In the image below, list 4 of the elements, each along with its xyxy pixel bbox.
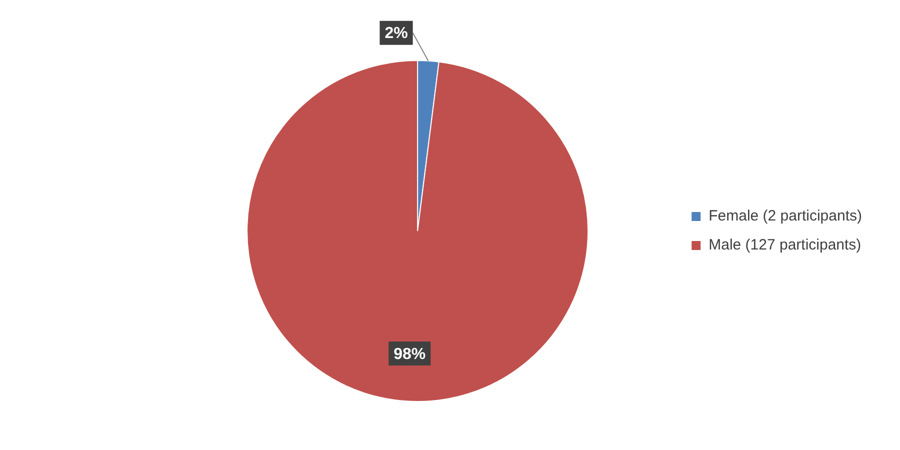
legend-label: Male (127 participants) — [708, 236, 862, 254]
data-label: 2% — [384, 25, 408, 42]
data-label: 98% — [394, 346, 426, 363]
legend-label: Female (2 participants) — [708, 208, 862, 225]
